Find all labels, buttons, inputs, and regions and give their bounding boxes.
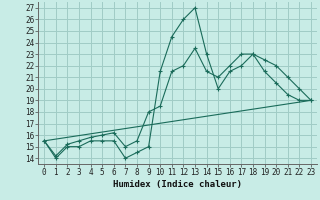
X-axis label: Humidex (Indice chaleur): Humidex (Indice chaleur) xyxy=(113,180,242,189)
